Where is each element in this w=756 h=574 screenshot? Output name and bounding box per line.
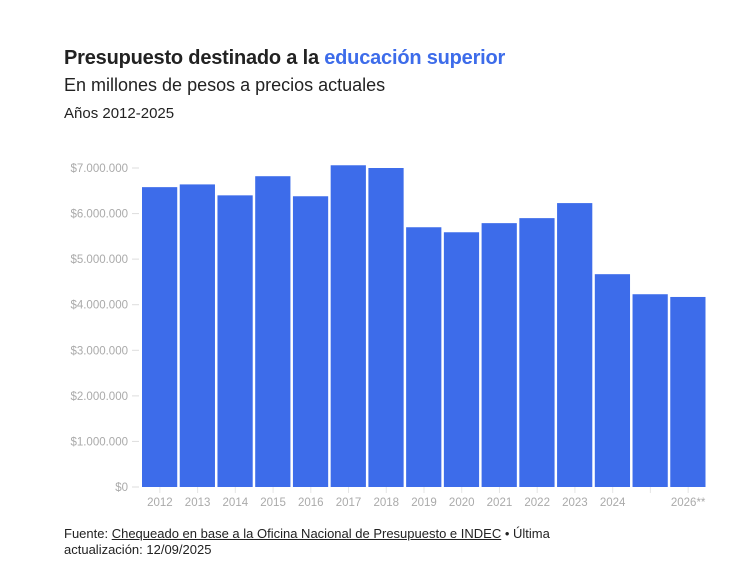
- bar-2023: [557, 203, 593, 487]
- x-tick-label: 2026**: [671, 497, 706, 509]
- x-tick-label: 2017: [336, 497, 362, 509]
- bar-2025: [632, 294, 668, 487]
- x-tick-label: 2016: [298, 497, 324, 509]
- x-tick-label: 2020: [449, 497, 475, 509]
- x-tick-label: 2012: [147, 497, 173, 509]
- y-tick-label: $3.000.000: [70, 345, 128, 357]
- source-note: Fuente: Chequeado en base a la Oficina N…: [64, 526, 624, 558]
- bar-2014: [217, 195, 253, 488]
- y-tick-label: $7.000.000: [70, 163, 128, 175]
- bar-2015: [255, 176, 291, 487]
- x-tick-label: 2013: [185, 497, 211, 509]
- y-tick-label: $6.000.000: [70, 209, 128, 221]
- bar-2018: [368, 168, 404, 487]
- bar-2021: [481, 223, 517, 488]
- chart-title: Presupuesto destinado a la educación sup…: [64, 47, 505, 70]
- bar-2016: [292, 196, 329, 488]
- chart-period: Años 2012-2025: [64, 105, 175, 122]
- title-text: Presupuesto destinado a la: [64, 47, 325, 69]
- x-tick-label: 2021: [487, 497, 513, 509]
- source-suffix: • Última actualización: 12/09/2025: [64, 526, 550, 557]
- x-tick-label: 2023: [562, 497, 588, 509]
- title-highlight: educación superior: [324, 47, 506, 69]
- y-tick-label: $0: [115, 482, 128, 494]
- bar-2019: [406, 227, 442, 487]
- chart-subtitle: En millones de pesos a precios actuales: [64, 75, 386, 95]
- bar-2017: [330, 165, 366, 487]
- bar-2026**: [670, 296, 706, 487]
- source-prefix: Fuente:: [64, 526, 112, 541]
- x-tick-label: 2015: [260, 497, 286, 509]
- bar-2022: [519, 218, 555, 487]
- y-tick-label: $4.000.000: [70, 300, 128, 312]
- x-tick-label: 2019: [411, 497, 437, 509]
- source-link[interactable]: Chequeado en base a la Oficina Nacional …: [111, 526, 502, 541]
- bar-2012: [142, 187, 178, 487]
- x-tick-label: 2014: [223, 497, 249, 509]
- x-tick-label: 2024: [600, 497, 626, 509]
- y-tick-label: $2.000.000: [70, 391, 128, 403]
- x-tick-label: 2018: [373, 497, 399, 509]
- y-tick-label: $1.000.000: [70, 436, 128, 448]
- bar-2024: [594, 274, 631, 487]
- x-tick-label: 2022: [524, 497, 550, 509]
- bar-2020: [443, 232, 480, 487]
- bar-chart: $0 $1.000.000 $2.000.000 $3.000.000 $4.000.0…: [70, 163, 706, 509]
- bar-2013: [179, 184, 215, 488]
- y-tick-label: $5.000.000: [70, 254, 128, 266]
